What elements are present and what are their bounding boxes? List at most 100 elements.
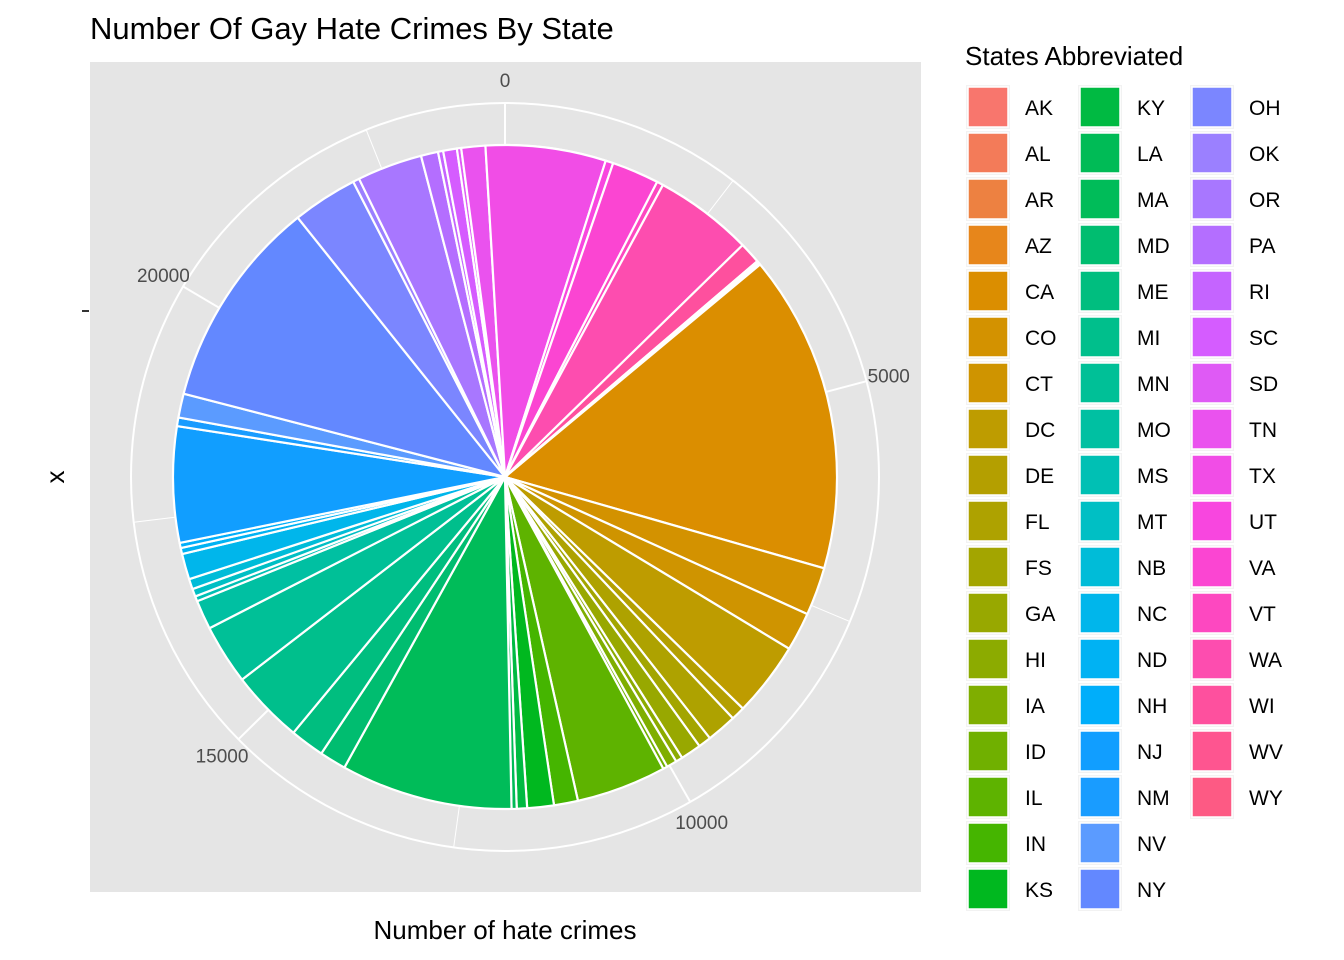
legend-swatch-ut <box>1191 500 1233 542</box>
legend-label-co: CO <box>1025 327 1057 350</box>
legend-label-nb: NB <box>1137 557 1166 580</box>
legend-label-pa: PA <box>1249 235 1275 258</box>
legend-swatch-co <box>967 316 1009 358</box>
legend-swatch-ri <box>1191 270 1233 312</box>
legend-label-sc: SC <box>1249 327 1278 350</box>
legend-label-ma: MA <box>1137 189 1169 212</box>
legend-swatch-ia <box>967 684 1009 726</box>
legend-label-fl: FL <box>1025 511 1050 534</box>
legend-swatch-wi <box>1191 684 1233 726</box>
legend-label-tn: TN <box>1249 419 1277 442</box>
legend-label-az: AZ <box>1025 235 1052 258</box>
legend-label-vt: VT <box>1249 603 1276 626</box>
legend-label-mt: MT <box>1137 511 1167 534</box>
legend-label-nv: NV <box>1137 833 1166 856</box>
legend-label-nc: NC <box>1137 603 1167 626</box>
legend-label-nj: NJ <box>1137 741 1163 764</box>
legend-swatch-hi <box>967 638 1009 680</box>
legend-swatch-ar <box>967 178 1009 220</box>
legend-swatch-nv <box>1079 822 1121 864</box>
legend-label-ny: NY <box>1137 879 1166 902</box>
legend-swatch-vt <box>1191 592 1233 634</box>
legend-swatch-in <box>967 822 1009 864</box>
pie-slices <box>171 143 839 811</box>
legend-label-mo: MO <box>1137 419 1171 442</box>
legend-label-va: VA <box>1249 557 1275 580</box>
legend-swatch-mi <box>1079 316 1121 358</box>
pie-slice-wy <box>503 261 762 479</box>
legend-swatch-mt <box>1079 500 1121 542</box>
legend-swatch-or <box>1191 178 1233 220</box>
legend-label-ms: MS <box>1137 465 1169 488</box>
legend-label-il: IL <box>1025 787 1043 810</box>
legend-label-wi: WI <box>1249 695 1275 718</box>
legend-swatch-pa <box>1191 224 1233 266</box>
legend-swatch-nd <box>1079 638 1121 680</box>
legend-swatch-ms <box>1079 454 1121 496</box>
legend-swatch-fs <box>967 546 1009 588</box>
legend-label-ct: CT <box>1025 373 1053 396</box>
pie-slice-ma <box>343 475 513 811</box>
legend-label-ar: AR <box>1025 189 1054 212</box>
legend-label-oh: OH <box>1249 97 1281 120</box>
legend-swatch-nb <box>1079 546 1121 588</box>
legend-label-ia: IA <box>1025 695 1045 718</box>
chart-title: Number Of Gay Hate Crimes By State <box>90 11 614 46</box>
legend-swatch-nm <box>1079 776 1121 818</box>
legend-label-dc: DC <box>1025 419 1055 442</box>
legend-label-ri: RI <box>1249 281 1270 304</box>
legend-label-ky: KY <box>1137 97 1165 120</box>
pie-slice-ny <box>182 216 507 479</box>
legend-label-ca: CA <box>1025 281 1054 304</box>
legend-swatch-ok <box>1191 132 1233 174</box>
legend-label-tx: TX <box>1249 465 1276 488</box>
radial-tick-label: 15000 <box>196 746 249 767</box>
legend-swatch-ga <box>967 592 1009 634</box>
legend-label-al: AL <box>1025 143 1051 166</box>
legend-swatch-ny <box>1079 868 1121 910</box>
legend-swatch-wa <box>1191 638 1233 680</box>
legend-label-ak: AK <box>1025 97 1053 120</box>
legend-label-me: ME <box>1137 281 1169 304</box>
legend-label-wy: WY <box>1249 787 1283 810</box>
legend-label-md: MD <box>1137 235 1170 258</box>
legend-swatch-wv <box>1191 730 1233 772</box>
legend-swatch-id <box>967 730 1009 772</box>
legend-label-fs: FS <box>1025 557 1052 580</box>
legend-label-mn: MN <box>1137 373 1170 396</box>
legend-swatch-md <box>1079 224 1121 266</box>
legend-label-wv: WV <box>1249 741 1283 764</box>
legend-label-ga: GA <box>1025 603 1055 626</box>
radial-tick-label: 0 <box>500 71 511 92</box>
radial-tick-labels: 0 5000 10000 15000 20000 <box>137 71 910 834</box>
legend-label-in: IN <box>1025 833 1046 856</box>
legend-label-nm: NM <box>1137 787 1170 810</box>
legend-swatch-ks <box>967 868 1009 910</box>
legend-label-ks: KS <box>1025 879 1053 902</box>
legend-swatch-mn <box>1079 362 1121 404</box>
legend-label-nh: NH <box>1137 695 1167 718</box>
legend-label-or: OR <box>1249 189 1281 212</box>
legend-label-de: DE <box>1025 465 1054 488</box>
legend-swatch-de <box>967 454 1009 496</box>
legend-swatch-sc <box>1191 316 1233 358</box>
legend-label-mi: MI <box>1137 327 1160 350</box>
legend-label-wa: WA <box>1249 649 1282 672</box>
legend-label-nd: ND <box>1137 649 1167 672</box>
radial-tick-label: 5000 <box>868 366 910 387</box>
legend-swatch-ca <box>967 270 1009 312</box>
legend-label-sd: SD <box>1249 373 1278 396</box>
x-axis-title: Number of hate crimes <box>374 915 637 945</box>
legend-swatch-sd <box>1191 362 1233 404</box>
legend-swatch-tn <box>1191 408 1233 450</box>
legend-swatch-nc <box>1079 592 1121 634</box>
legend-label-id: ID <box>1025 741 1046 764</box>
legend-swatch-ak <box>967 86 1009 128</box>
legend-swatch-il <box>967 776 1009 818</box>
legend-swatch-dc <box>967 408 1009 450</box>
legend-swatch-ct <box>967 362 1009 404</box>
legend: AK AL AR AZ CA CO CT DC DE FL FS GA HI IA ID IL IN KS KY LA… <box>966 85 1283 911</box>
legend-label-ut: UT <box>1249 511 1277 534</box>
legend-swatch-ky <box>1079 86 1121 128</box>
